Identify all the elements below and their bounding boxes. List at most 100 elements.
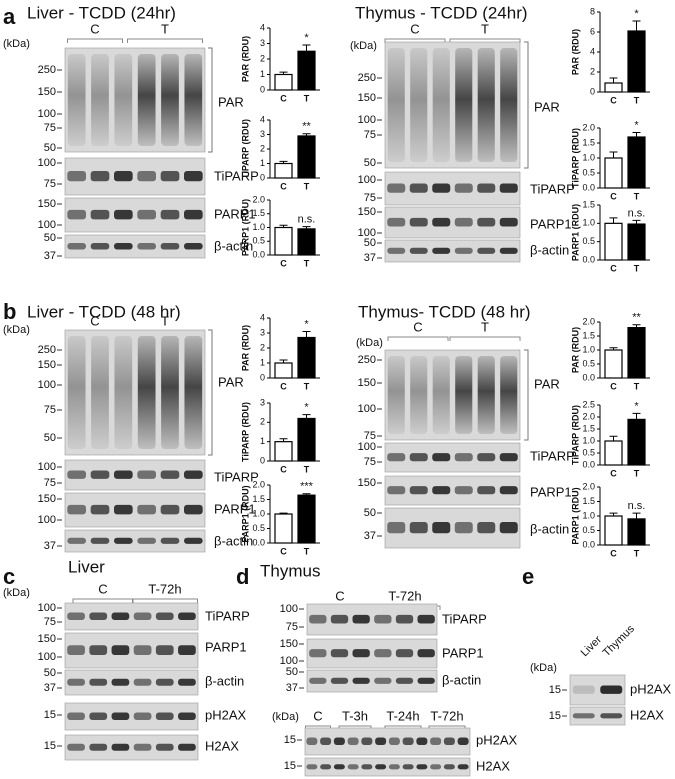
panel-letter: c bbox=[3, 564, 15, 589]
bar bbox=[297, 135, 316, 179]
blot bbox=[384, 475, 521, 506]
blot-band bbox=[387, 486, 406, 495]
blot-band bbox=[114, 243, 133, 250]
error-bar bbox=[609, 347, 618, 350]
blot-label: TiPARP bbox=[442, 611, 487, 626]
significance: * bbox=[304, 318, 309, 330]
blot bbox=[64, 197, 206, 233]
blot-smear bbox=[184, 336, 203, 449]
blot-band bbox=[443, 737, 455, 746]
y-tick-label: 2.0 bbox=[252, 194, 265, 204]
group-label: T-72h bbox=[148, 581, 181, 596]
mw-marker: 75 bbox=[44, 616, 56, 628]
error-bar bbox=[279, 224, 288, 228]
y-axis-label: PARP1 (RDU) bbox=[240, 199, 250, 256]
panel-letter: b bbox=[3, 299, 16, 324]
blot-smear bbox=[477, 48, 495, 162]
mw-marker: 75 bbox=[364, 192, 376, 204]
x-tick-label: T bbox=[634, 263, 640, 273]
mw-marker: 150 bbox=[38, 359, 56, 371]
y-tick-label: 2.0 bbox=[582, 481, 595, 491]
mw-marker: 250 bbox=[358, 72, 376, 84]
x-tick-label: C bbox=[610, 95, 617, 105]
blot-band bbox=[333, 737, 345, 746]
blot-band bbox=[306, 737, 318, 746]
blot-band bbox=[499, 217, 518, 227]
mw-marker: 15 bbox=[549, 684, 561, 696]
blot bbox=[306, 603, 438, 636]
y-axis-label: TiPARP (RDU) bbox=[570, 405, 580, 465]
blot bbox=[384, 507, 521, 549]
blot-band bbox=[160, 504, 180, 515]
y-tick-label: 2 bbox=[260, 143, 265, 153]
error-bar bbox=[632, 412, 641, 420]
blot-band bbox=[432, 453, 451, 462]
blot bbox=[384, 171, 521, 206]
mw-marker: 75 bbox=[364, 129, 376, 141]
mw-marker: 50 bbox=[364, 507, 376, 519]
y-tick-label: 1 bbox=[260, 69, 265, 79]
bar bbox=[297, 228, 316, 256]
significance: * bbox=[634, 8, 639, 20]
y-tick-label: 3 bbox=[260, 397, 265, 407]
x-tick-label: T bbox=[304, 464, 310, 474]
y-tick-label: 0.5 bbox=[252, 236, 265, 246]
y-tick-label: 0 bbox=[260, 172, 265, 182]
error-bar bbox=[609, 435, 618, 441]
y-tick-label: 2.0 bbox=[582, 122, 595, 132]
x-tick-label: C bbox=[610, 548, 617, 558]
mw-marker: 50 bbox=[44, 142, 56, 154]
blot-band bbox=[409, 522, 428, 534]
x-tick-label: C bbox=[280, 546, 287, 556]
blot-band bbox=[184, 537, 203, 544]
blot-band bbox=[320, 737, 332, 746]
mw-marker: 50 bbox=[44, 232, 56, 244]
blot-band bbox=[330, 614, 349, 624]
bar bbox=[627, 327, 646, 379]
y-axis-label: PARP1 (RDU) bbox=[570, 487, 580, 544]
mw-marker: 100 bbox=[280, 603, 298, 615]
significance: n.s. bbox=[628, 500, 646, 512]
blot-label: PARP1 bbox=[214, 501, 256, 516]
x-tick-label: T bbox=[304, 381, 310, 391]
lane-label: Thymus bbox=[601, 623, 637, 659]
blot-band bbox=[375, 737, 387, 746]
mw-marker: 150 bbox=[38, 198, 56, 210]
blot-label: β-actin bbox=[214, 238, 253, 253]
blot-band bbox=[67, 612, 85, 621]
blot-band bbox=[454, 183, 473, 193]
y-axis-label: TiPARP (RDU) bbox=[240, 402, 250, 462]
y-tick-label: 1.0 bbox=[582, 510, 595, 520]
mw-marker: 250 bbox=[38, 64, 56, 76]
blot-label: TiPARP bbox=[530, 448, 575, 463]
blot-band bbox=[67, 712, 85, 721]
y-tick-label: 0 bbox=[260, 84, 265, 94]
error-bar bbox=[609, 151, 618, 158]
blot-bracket bbox=[208, 47, 213, 153]
group-bracket bbox=[387, 336, 449, 341]
mw-marker: 100 bbox=[38, 461, 56, 473]
blot-band bbox=[67, 243, 86, 250]
y-tick-label: 1 bbox=[260, 158, 265, 168]
blot-band bbox=[114, 504, 133, 515]
blot-band bbox=[432, 522, 451, 534]
mw-marker: 100 bbox=[38, 514, 56, 526]
mw-marker: 75 bbox=[286, 621, 298, 633]
blot bbox=[64, 632, 199, 669]
group-bracket bbox=[72, 598, 134, 603]
significance: ** bbox=[302, 121, 311, 133]
bar bbox=[604, 440, 623, 466]
blot-bracket bbox=[208, 329, 213, 456]
blot-band bbox=[137, 170, 156, 182]
blot-band bbox=[67, 645, 85, 656]
y-tick-label: 3 bbox=[260, 38, 265, 48]
mw-marker: 100 bbox=[38, 602, 56, 614]
blot-label: PARP1 bbox=[205, 639, 247, 654]
blot-label: pH2AX bbox=[205, 707, 247, 722]
error-bar bbox=[632, 512, 641, 519]
blot-band bbox=[111, 743, 130, 751]
bar bbox=[627, 136, 646, 189]
error-bar bbox=[302, 44, 311, 52]
x-tick-label: C bbox=[280, 381, 287, 391]
blot-smear bbox=[161, 54, 179, 146]
